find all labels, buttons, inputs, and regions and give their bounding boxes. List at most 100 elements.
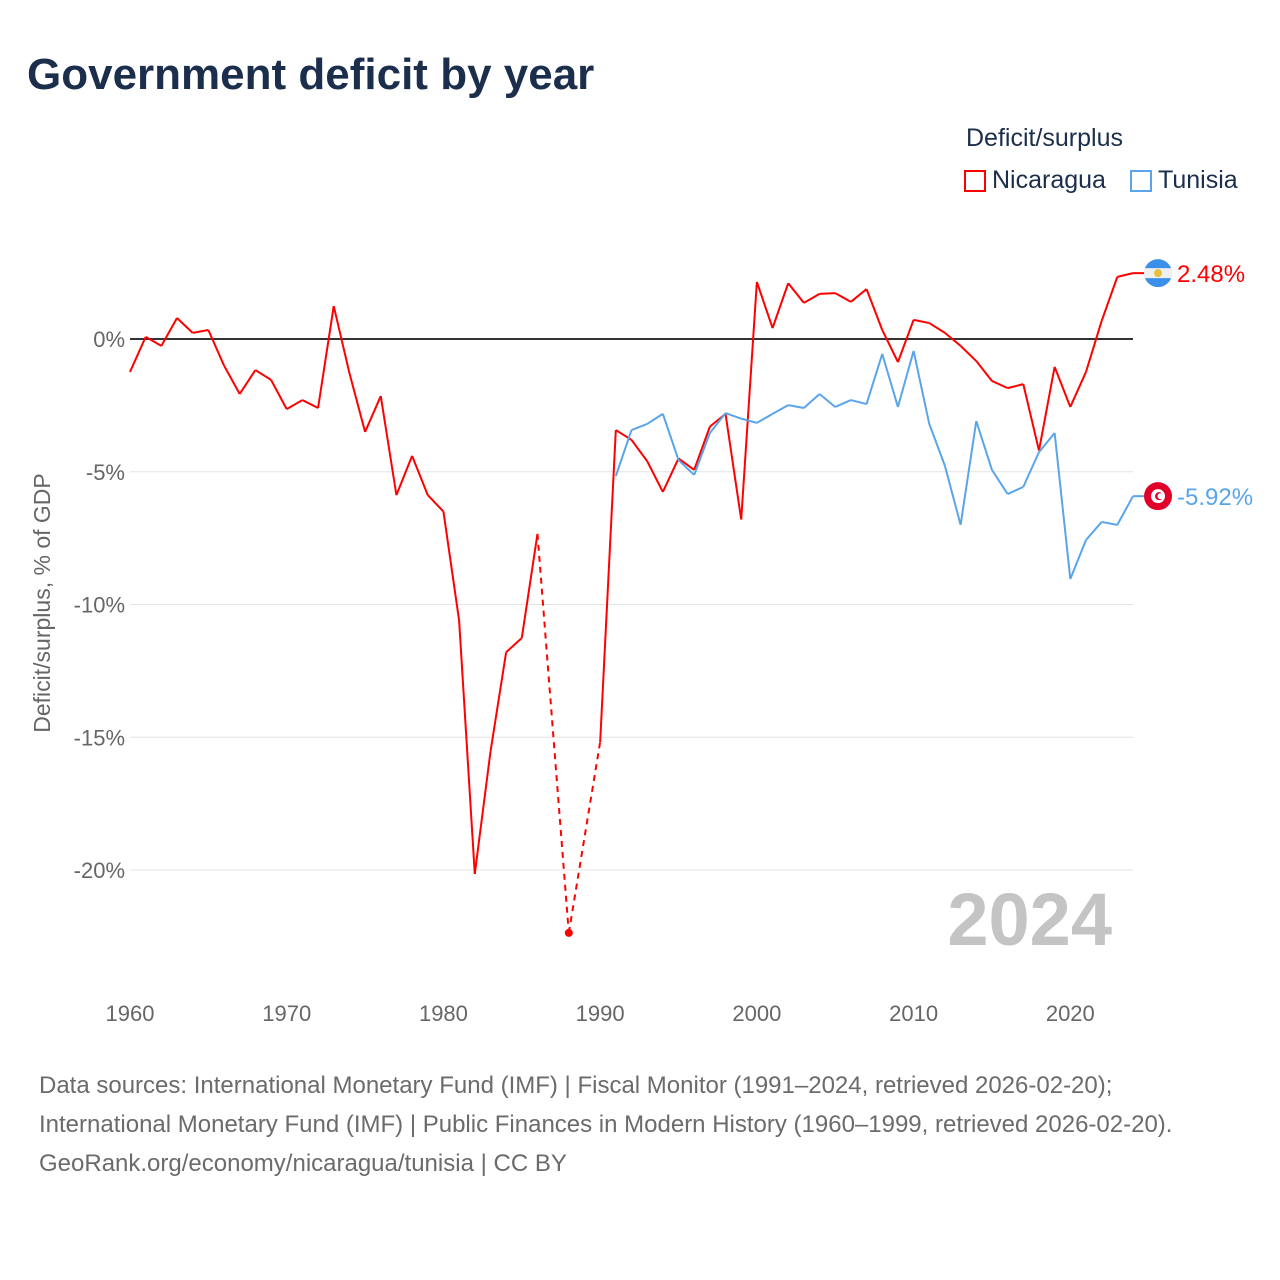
series-segment-nicaragua — [928, 322, 946, 334]
series-segment-tunisia — [834, 399, 852, 408]
line-chart: 0% -5% -10% -15% -20% 1960 1970 1980 1990 2000 201… — [29, 259, 1253, 1026]
x-tick-label: 2020 — [1046, 1001, 1095, 1026]
series-segment-nicaragua — [1069, 371, 1087, 408]
series-segment-nicaragua — [975, 360, 993, 382]
series-segment-tunisia — [725, 412, 742, 420]
series-segment-tunisia — [865, 353, 884, 405]
series-segment-nicaragua — [301, 399, 319, 409]
series-segment-tunisia — [740, 417, 758, 424]
series-segment-nicaragua — [787, 282, 805, 304]
series-segment-nicaragua — [505, 637, 523, 654]
series-segment-nicaragua — [1100, 276, 1119, 322]
series-segment-nicaragua — [458, 620, 476, 875]
series-segment-nicaragua — [896, 319, 915, 363]
series-segment-nicaragua — [145, 336, 162, 347]
data-point-nicaragua — [564, 928, 573, 937]
series-segment-tunisia — [1053, 432, 1072, 580]
chart-title: Government deficit by year — [27, 50, 595, 99]
series-segment-tunisia — [1116, 495, 1134, 526]
series-segment-nicaragua — [520, 533, 539, 639]
series-segment-tunisia — [677, 459, 695, 476]
series-segment-tunisia — [709, 412, 727, 434]
series-segment-nicaragua — [207, 329, 225, 366]
end-value-label-tunisia: -5.92% — [1177, 484, 1253, 511]
series-segment-nicaragua — [959, 345, 977, 362]
series-segment-nicaragua — [489, 652, 508, 753]
series-segment-tunisia — [896, 350, 915, 408]
series-segment-nicaragua — [913, 318, 930, 325]
series-segment-nicaragua — [740, 281, 758, 520]
y-tick-label: -20% — [74, 858, 125, 883]
series-segment-nicaragua — [771, 282, 790, 329]
series-segment-tunisia — [803, 393, 821, 409]
series-segment-nicaragua — [677, 457, 695, 471]
series-segment-nicaragua — [332, 305, 351, 374]
series-segment-tunisia — [959, 420, 978, 525]
x-tick-label: 2010 — [889, 1001, 938, 1026]
series-segment-nicaragua — [1037, 366, 1056, 451]
series-segment-nicaragua — [646, 460, 664, 493]
series-segment-tunisia — [1101, 520, 1118, 526]
series-segment-tunisia — [756, 413, 774, 424]
y-tick-label: 0% — [93, 327, 125, 352]
series-segment-nicaragua — [661, 458, 680, 493]
series-segment-tunisia — [661, 413, 680, 461]
series-segment-nicaragua — [567, 741, 602, 934]
series-segment-nicaragua — [1022, 383, 1040, 451]
series-segment-nicaragua — [881, 329, 899, 363]
series-segment-tunisia — [646, 413, 664, 425]
series-segment-nicaragua — [129, 336, 147, 373]
series-segment-nicaragua — [834, 292, 852, 303]
series-segment-nicaragua — [536, 533, 570, 934]
series-segment-nicaragua — [865, 288, 884, 331]
series-segment-nicaragua — [379, 395, 398, 496]
series-segment-nicaragua — [724, 413, 743, 520]
series-segment-nicaragua — [364, 395, 382, 433]
x-tick-label: 1960 — [106, 1001, 155, 1026]
legend-label: Tunisia — [1158, 166, 1238, 194]
legend-title: Deficit/surplus — [966, 124, 1123, 152]
series-segment-tunisia — [693, 432, 711, 476]
series-segment-tunisia — [1085, 521, 1103, 541]
y-tick-label: -15% — [74, 725, 125, 750]
year-watermark: 2024 — [947, 878, 1112, 961]
series-segment-nicaragua — [160, 317, 178, 347]
data-sources-text: Data sources: International Monetary Fun… — [39, 1072, 1173, 1138]
series-segment-nicaragua — [1007, 383, 1024, 390]
legend-swatch-tunisia — [1130, 169, 1152, 192]
legend-swatch-nicaragua — [964, 169, 986, 192]
legend-item-tunisia[interactable]: Tunisia — [1130, 166, 1238, 195]
series-segment-tunisia — [943, 465, 962, 526]
series-segment-nicaragua — [1053, 366, 1072, 408]
series-segment-nicaragua — [348, 372, 367, 433]
sources: Data sources: International Monetary Fun… — [39, 1066, 1239, 1183]
series-segment-tunisia — [1022, 451, 1040, 488]
series-segment-tunisia — [818, 393, 836, 408]
series-segment-tunisia — [975, 420, 993, 471]
attribution-link[interactable]: GeoRank.org/economy/nicaragua/tunisia | … — [39, 1150, 567, 1177]
series-segment-tunisia — [614, 429, 633, 477]
series-segment-nicaragua — [238, 369, 257, 395]
series-segment-nicaragua — [411, 455, 429, 496]
series-segment-nicaragua — [442, 511, 461, 621]
series-segment-nicaragua — [1117, 272, 1134, 278]
tunisia-flag-icon — [1157, 493, 1164, 500]
series-segment-nicaragua — [630, 439, 648, 462]
series-segment-nicaragua — [944, 332, 962, 347]
series-segment-nicaragua — [599, 430, 617, 743]
nicaragua-flag-icon — [1154, 269, 1162, 278]
series-segment-nicaragua — [819, 292, 836, 295]
series-segment-nicaragua — [755, 281, 774, 329]
legend-item-nicaragua[interactable]: Nicaragua — [964, 166, 1106, 195]
series-segment-tunisia — [850, 399, 867, 406]
series-segment-nicaragua — [317, 305, 335, 409]
series-segment-tunisia — [881, 353, 899, 408]
x-tick-label: 1990 — [576, 1001, 625, 1026]
legend-label: Nicaragua — [992, 166, 1106, 194]
x-tick-label: 1970 — [262, 1001, 311, 1026]
series-segment-nicaragua — [270, 379, 288, 410]
series-segment-tunisia — [631, 423, 648, 431]
x-tick-label: 1980 — [419, 1001, 468, 1026]
series-segment-nicaragua — [176, 317, 194, 334]
